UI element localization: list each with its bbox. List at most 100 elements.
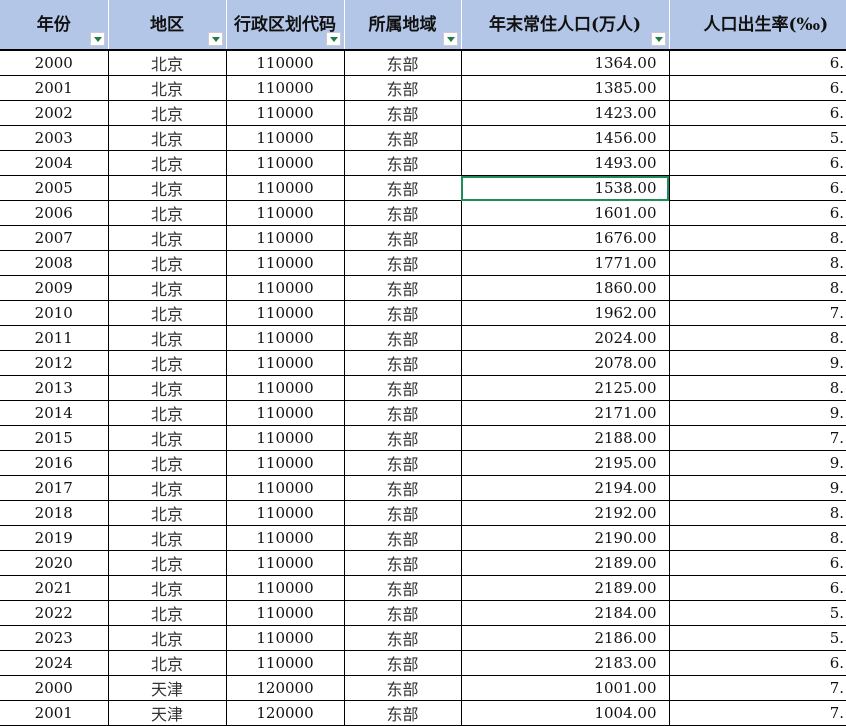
cell[interactable]: 110000	[226, 200, 345, 226]
cell[interactable]: 8.	[669, 525, 846, 551]
cell[interactable]: 北京	[108, 625, 227, 651]
cell[interactable]: 北京	[108, 400, 227, 426]
cell[interactable]: 东部	[344, 200, 462, 226]
cell[interactable]: 110000	[226, 225, 345, 251]
cell[interactable]: 1385.00	[461, 75, 670, 101]
cell[interactable]: 2001	[0, 75, 109, 101]
filter-dropdown-icon[interactable]	[89, 32, 105, 46]
cell[interactable]: 东部	[344, 500, 462, 526]
cell[interactable]: 2015	[0, 425, 109, 451]
cell[interactable]: 北京	[108, 550, 227, 576]
filter-dropdown-icon[interactable]	[325, 32, 341, 46]
column-header[interactable]: 年末常住人口(万人)	[461, 0, 670, 51]
cell[interactable]: 2002	[0, 100, 109, 126]
cell[interactable]: 东部	[344, 225, 462, 251]
cell[interactable]: 北京	[108, 650, 227, 676]
cell[interactable]: 2009	[0, 275, 109, 301]
cell[interactable]: 2192.00	[461, 500, 670, 526]
cell[interactable]: 东部	[344, 675, 462, 701]
cell[interactable]: 2021	[0, 575, 109, 601]
cell[interactable]: 2008	[0, 250, 109, 276]
cell[interactable]: 6.	[669, 575, 846, 601]
cell[interactable]: 北京	[108, 300, 227, 326]
cell[interactable]: 8.	[669, 500, 846, 526]
cell[interactable]: 120000	[226, 675, 345, 701]
cell[interactable]: 2020	[0, 550, 109, 576]
cell[interactable]: 东部	[344, 100, 462, 126]
cell[interactable]: 东部	[344, 325, 462, 351]
cell[interactable]: 110000	[226, 525, 345, 551]
column-header[interactable]: 行政区划代码	[226, 0, 345, 51]
cell[interactable]: 1962.00	[461, 300, 670, 326]
cell[interactable]: 7.	[669, 700, 846, 726]
cell[interactable]: 9.	[669, 350, 846, 376]
cell[interactable]: 2011	[0, 325, 109, 351]
cell[interactable]: 东部	[344, 700, 462, 726]
cell[interactable]: 110000	[226, 375, 345, 401]
cell[interactable]: 110000	[226, 650, 345, 676]
cell[interactable]: 1423.00	[461, 100, 670, 126]
cell[interactable]: 1004.00	[461, 700, 670, 726]
cell[interactable]: 东部	[344, 150, 462, 176]
cell[interactable]: 7.	[669, 300, 846, 326]
cell[interactable]: 8.	[669, 275, 846, 301]
cell[interactable]: 2012	[0, 350, 109, 376]
filter-dropdown-icon[interactable]	[442, 32, 458, 46]
cell[interactable]: 6.	[669, 175, 846, 201]
cell[interactable]: 110000	[226, 250, 345, 276]
cell[interactable]: 东部	[344, 400, 462, 426]
cell[interactable]: 2024.00	[461, 325, 670, 351]
cell[interactable]: 北京	[108, 600, 227, 626]
cell[interactable]: 1001.00	[461, 675, 670, 701]
cell[interactable]: 1493.00	[461, 150, 670, 176]
cell[interactable]: 110000	[226, 50, 345, 76]
column-header[interactable]: 年份	[0, 0, 109, 51]
cell[interactable]: 东部	[344, 300, 462, 326]
cell[interactable]: 东部	[344, 625, 462, 651]
cell[interactable]: 1456.00	[461, 125, 670, 151]
cell[interactable]: 东部	[344, 600, 462, 626]
cell[interactable]: 北京	[108, 475, 227, 501]
filter-dropdown-icon[interactable]	[207, 32, 223, 46]
cell[interactable]: 北京	[108, 225, 227, 251]
cell[interactable]: 8.	[669, 250, 846, 276]
cell[interactable]: 6.	[669, 150, 846, 176]
cell[interactable]: 7.	[669, 675, 846, 701]
cell[interactable]: 110000	[226, 550, 345, 576]
cell[interactable]: 2189.00	[461, 550, 670, 576]
cell[interactable]: 东部	[344, 475, 462, 501]
cell[interactable]: 北京	[108, 575, 227, 601]
cell[interactable]: 110000	[226, 300, 345, 326]
cell[interactable]: 天津	[108, 700, 227, 726]
cell[interactable]: 2006	[0, 200, 109, 226]
cell[interactable]: 2195.00	[461, 450, 670, 476]
cell[interactable]: 120000	[226, 700, 345, 726]
cell[interactable]: 北京	[108, 350, 227, 376]
cell[interactable]: 东部	[344, 450, 462, 476]
cell[interactable]: 110000	[226, 150, 345, 176]
cell[interactable]: 6.	[669, 100, 846, 126]
cell[interactable]: 2018	[0, 500, 109, 526]
cell[interactable]: 东部	[344, 575, 462, 601]
cell[interactable]: 9.	[669, 475, 846, 501]
cell[interactable]: 8.	[669, 375, 846, 401]
filter-dropdown-icon[interactable]	[650, 32, 666, 46]
column-header[interactable]: 地区	[108, 0, 227, 51]
cell[interactable]: 2005	[0, 175, 109, 201]
cell[interactable]: 北京	[108, 75, 227, 101]
cell[interactable]: 1676.00	[461, 225, 670, 251]
cell[interactable]: 110000	[226, 475, 345, 501]
cell[interactable]: 2017	[0, 475, 109, 501]
cell[interactable]: 东部	[344, 275, 462, 301]
cell[interactable]: 东部	[344, 375, 462, 401]
cell[interactable]: 2188.00	[461, 425, 670, 451]
cell[interactable]: 110000	[226, 600, 345, 626]
cell[interactable]: 东部	[344, 525, 462, 551]
cell[interactable]: 110000	[226, 100, 345, 126]
cell[interactable]: 2003	[0, 125, 109, 151]
cell[interactable]: 110000	[226, 350, 345, 376]
cell[interactable]: 110000	[226, 625, 345, 651]
cell[interactable]: 2022	[0, 600, 109, 626]
column-header[interactable]: 所属地域	[344, 0, 462, 51]
cell[interactable]: 东部	[344, 175, 462, 201]
